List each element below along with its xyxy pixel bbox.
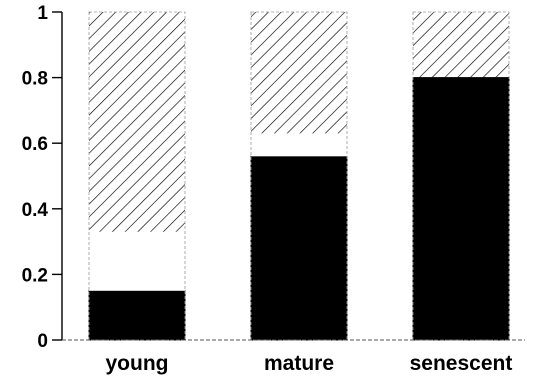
y-tick-label: 1 bbox=[37, 3, 48, 24]
bar-segment-mature-solid bbox=[250, 155, 348, 341]
bars-layer bbox=[88, 11, 510, 341]
bar-segment-young-empty bbox=[89, 231, 185, 291]
axes-layer bbox=[52, 11, 525, 341]
bar-segment-mature-empty bbox=[251, 133, 347, 157]
x-category-label: senescent bbox=[410, 352, 513, 375]
bar-segment-young-hatched bbox=[89, 12, 185, 232]
y-tick-label: 0.8 bbox=[22, 69, 48, 90]
y-tick-label: 0.2 bbox=[22, 265, 48, 286]
x-category-label: mature bbox=[264, 352, 334, 375]
labels-layer: 0 0.2 0.4 0.6 0.8 1 young mature senescent bbox=[22, 3, 513, 375]
x-category-label: young bbox=[106, 352, 169, 375]
y-tick-label: 0.4 bbox=[22, 200, 49, 221]
bar-segment-young-solid bbox=[88, 290, 186, 341]
bar-segment-senescent-solid bbox=[412, 77, 510, 341]
y-tick-label: 0.6 bbox=[22, 134, 48, 155]
y-tick-label: 0 bbox=[37, 331, 48, 352]
bar-segment-mature-hatched bbox=[251, 12, 347, 134]
bar-segment-senescent-hatched bbox=[413, 12, 509, 78]
